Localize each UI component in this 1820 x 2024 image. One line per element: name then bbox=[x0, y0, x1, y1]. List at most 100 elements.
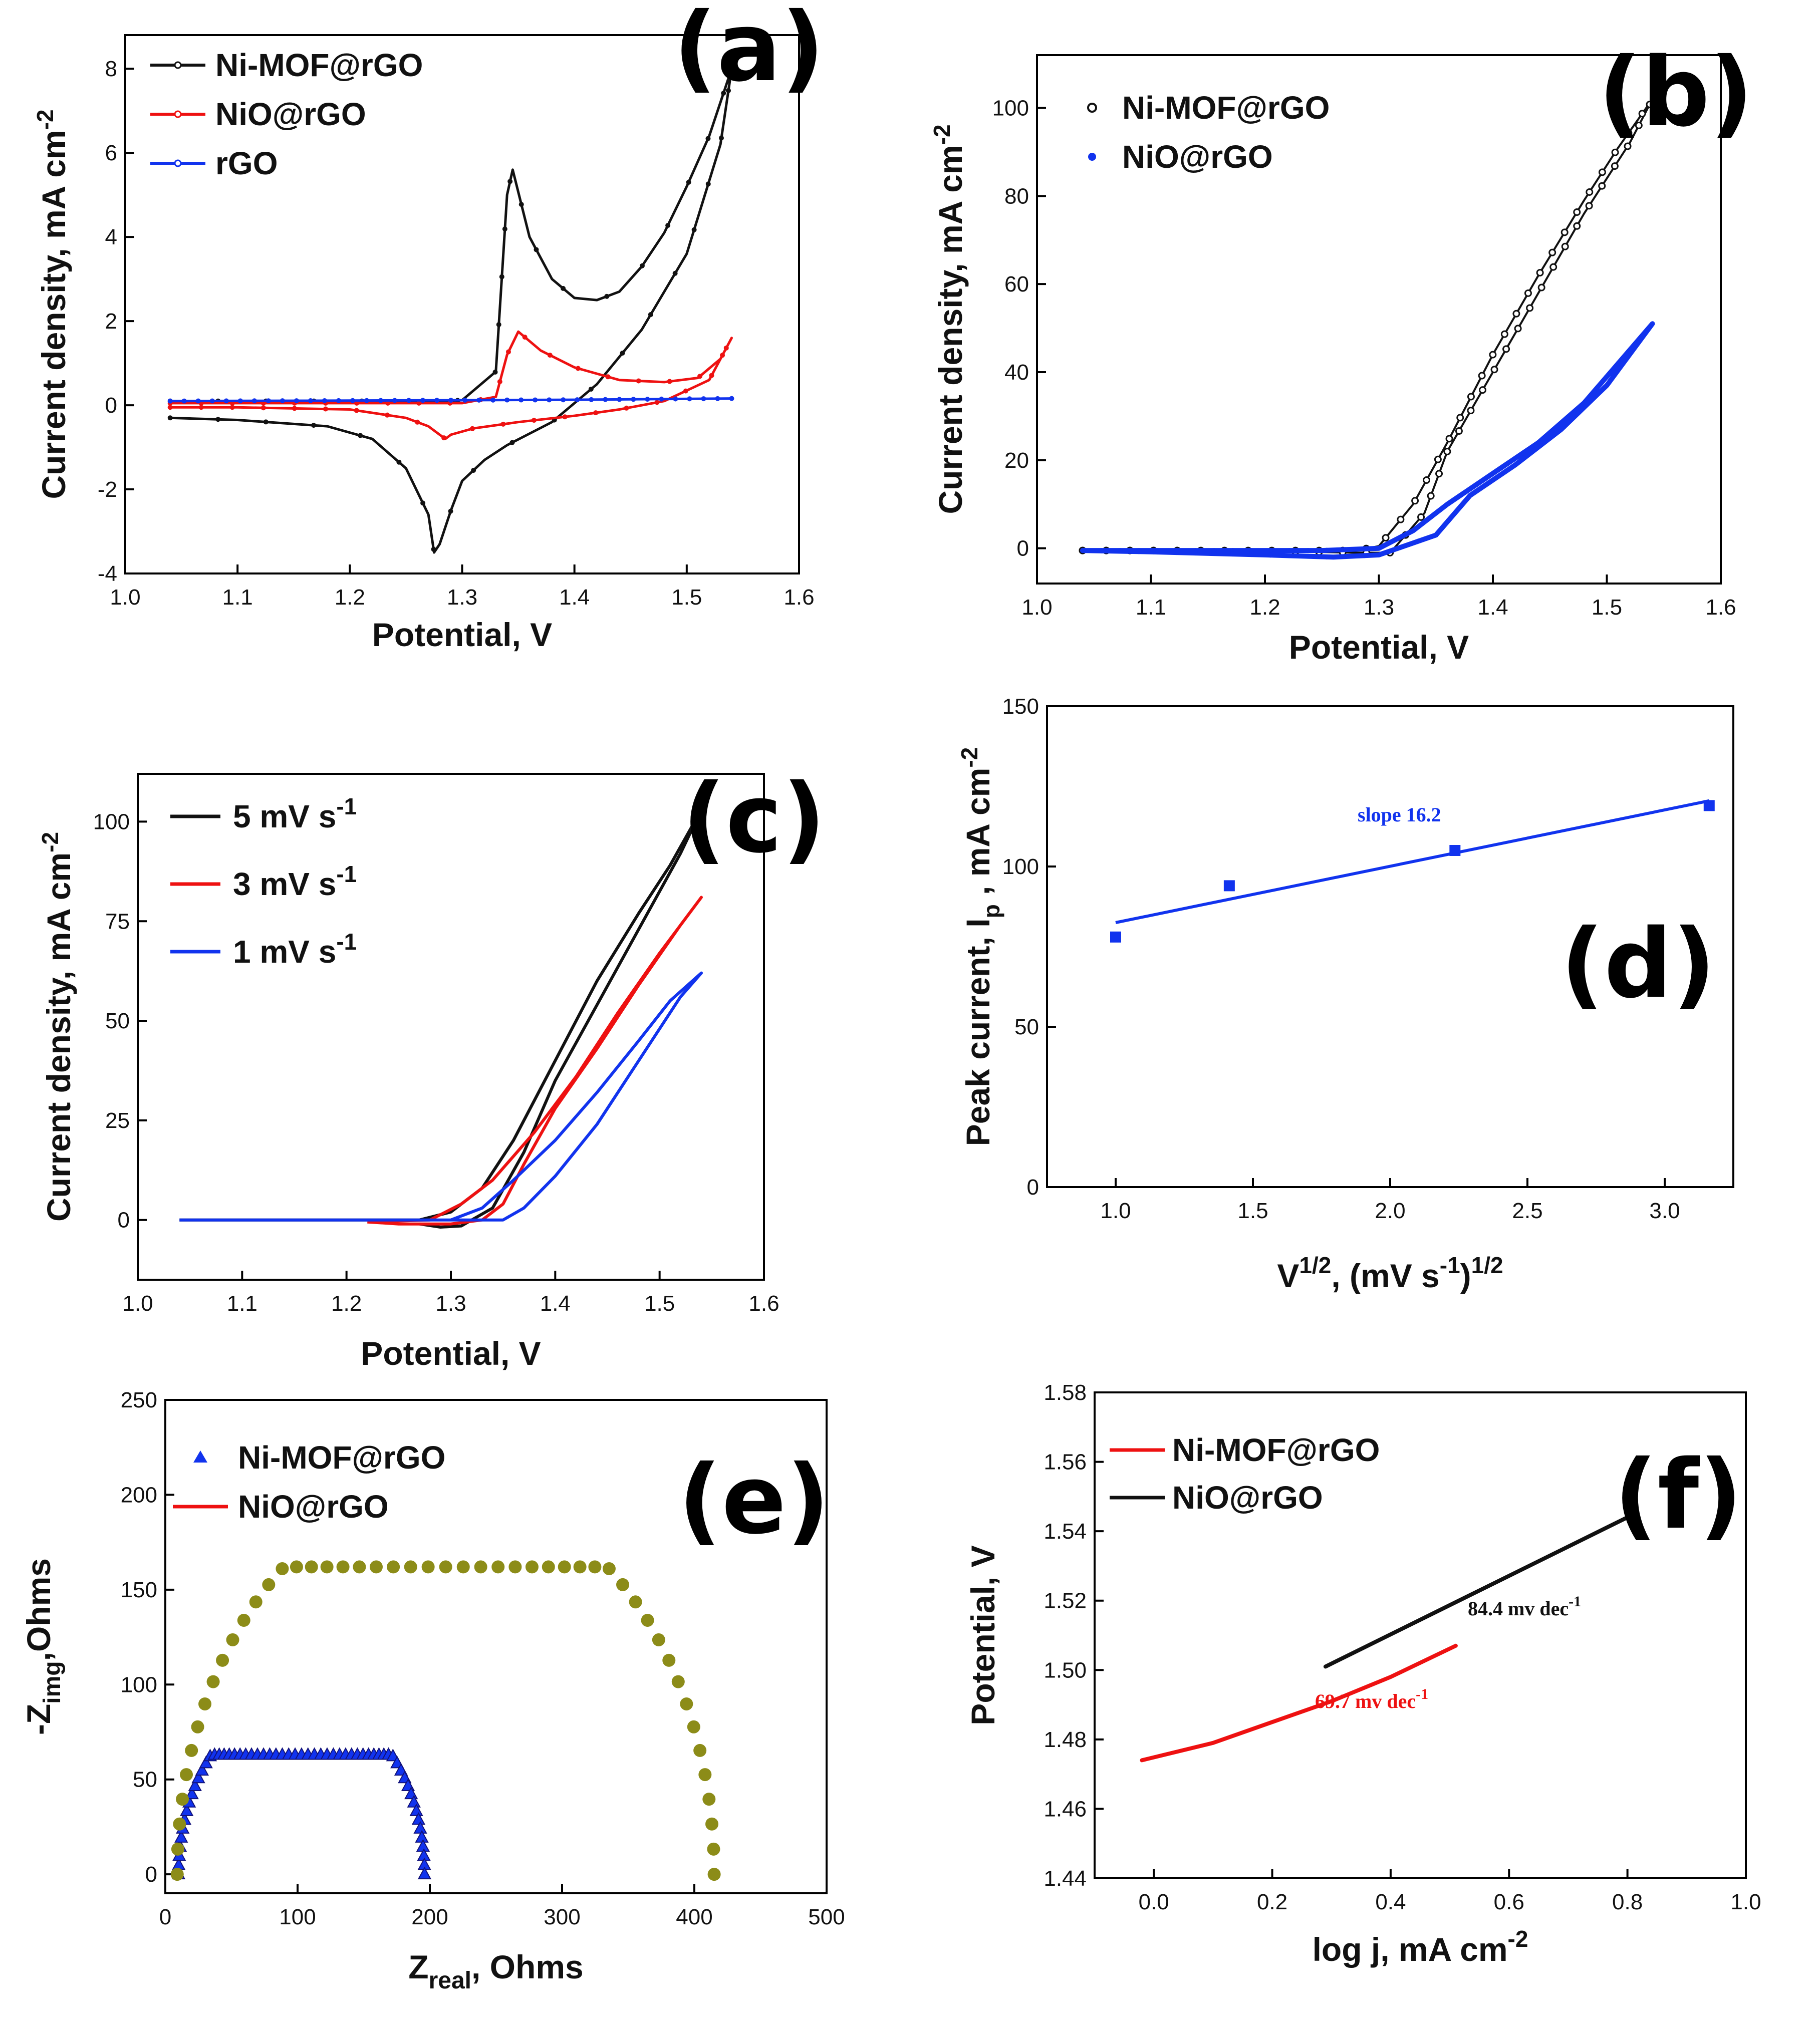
series-Ni-MOF@rGO-marker bbox=[1512, 310, 1520, 318]
y-tick-label: 1.50 bbox=[1044, 1658, 1087, 1682]
series-NiO@rGO-marker bbox=[562, 414, 568, 420]
y-tick-label: 2 bbox=[105, 309, 117, 334]
series-rGO-marker bbox=[617, 397, 622, 402]
series-rGO-marker bbox=[364, 398, 369, 403]
x-tick-label: 400 bbox=[676, 1905, 712, 1929]
y-tick-label: 1.54 bbox=[1044, 1519, 1087, 1544]
y-tick-label: 1.48 bbox=[1044, 1727, 1087, 1752]
y-tick-label: 0 bbox=[105, 393, 117, 418]
series-rGO-marker bbox=[378, 398, 383, 403]
series-Ni-MOF@rGO-marker bbox=[167, 415, 173, 421]
series-NiO@rGO-marker bbox=[1380, 543, 1385, 549]
series-NiO@rGO-marker bbox=[1640, 332, 1646, 338]
slope-annotation: 69.7 mv dec-1 bbox=[1315, 1686, 1428, 1712]
series-NiO@rGO-marker bbox=[1249, 548, 1254, 553]
data-point-NiO@rGO bbox=[421, 1560, 435, 1574]
series-Ni-MOF@rGO-marker bbox=[1455, 427, 1463, 435]
series-Ni-MOF@rGO-marker bbox=[496, 322, 501, 328]
series-NiO@rGO-marker bbox=[1505, 461, 1510, 466]
series-Ni-MOF@rGO-marker bbox=[561, 285, 566, 291]
x-tick-label: 1.4 bbox=[1477, 595, 1508, 620]
series-NiO@rGO-marker bbox=[1413, 526, 1419, 531]
series-NiO@rGO-marker bbox=[1343, 554, 1348, 559]
series-NiO@rGO-marker bbox=[505, 349, 511, 355]
series-rGO-marker bbox=[308, 398, 313, 404]
data-point-Ni-MOF@rGO bbox=[199, 1756, 213, 1769]
data-point-NiO@rGO bbox=[237, 1614, 250, 1627]
y-axis-title: Current density, mA cm-2 bbox=[37, 832, 77, 1222]
series-line-1 mV s-1 bbox=[179, 971, 703, 1222]
x-tick-label: 1.0 bbox=[1100, 1199, 1131, 1223]
data-point-NiO@rGO bbox=[616, 1578, 630, 1591]
data-point-NiO@rGO bbox=[474, 1560, 487, 1574]
series-Ni-MOF@rGO-marker bbox=[1445, 435, 1453, 443]
series-NiO@rGO-marker bbox=[1474, 482, 1479, 487]
series-NiO@rGO-marker bbox=[323, 406, 328, 412]
series-NiO@rGO-marker bbox=[292, 406, 297, 411]
series-Ni-MOF@rGO-marker bbox=[1397, 515, 1405, 523]
series-Ni-MOF@rGO-marker bbox=[1478, 372, 1486, 380]
data-point-Ni-MOF@rGO bbox=[174, 1830, 188, 1843]
series-NiO@rGO-marker bbox=[198, 405, 204, 410]
series-Ni-MOF@rGO-marker bbox=[1548, 248, 1556, 256]
series-Ni-MOF@rGO-marker bbox=[1500, 330, 1508, 338]
legend-entry: NiO@rGO bbox=[215, 96, 366, 132]
y-tick-label: 250 bbox=[121, 1388, 157, 1412]
series-NiO@rGO-marker bbox=[1589, 398, 1594, 403]
series-NiO@rGO-marker bbox=[1616, 360, 1621, 366]
series-Ni-MOF@rGO-marker bbox=[1411, 497, 1419, 505]
y-axis-title: Current density, mA cm-2 bbox=[929, 124, 969, 514]
series-NiO@rGO-marker bbox=[1305, 553, 1311, 559]
y-tick-label: 150 bbox=[1002, 694, 1039, 719]
series-NiO@rGO-marker bbox=[385, 400, 391, 406]
series-NiO@rGO-marker bbox=[354, 408, 359, 413]
y-tick-label: 100 bbox=[1002, 854, 1039, 879]
data-point-NiO@rGO bbox=[693, 1744, 707, 1757]
series-Ni-MOF@rGO-marker bbox=[1467, 407, 1475, 415]
series-line-rGO bbox=[170, 397, 732, 403]
x-tick-label: 200 bbox=[411, 1905, 448, 1929]
series-NiO@rGO-marker bbox=[624, 405, 629, 411]
y-tick-label: 40 bbox=[1004, 360, 1029, 385]
series-NiO@rGO-marker bbox=[1562, 424, 1567, 429]
legend-entry: Ni-MOF@rGO bbox=[238, 1439, 445, 1476]
series-NiO@rGO-marker bbox=[1517, 458, 1523, 464]
series-line-Ni-MOF@rGO bbox=[1140, 1643, 1458, 1763]
series-Ni-MOF@rGO-marker bbox=[588, 386, 594, 392]
x-axis-title: Zreal, Ohms bbox=[408, 1948, 583, 1994]
series-NiO@rGO-marker bbox=[470, 426, 475, 431]
series-Ni-MOF@rGO-marker bbox=[726, 88, 731, 93]
series-NiO@rGO-marker bbox=[1532, 447, 1537, 452]
y-tick-label: 1.46 bbox=[1044, 1797, 1087, 1821]
data-point-NiO@rGO bbox=[707, 1868, 721, 1881]
x-tick-label: 1.3 bbox=[1364, 595, 1394, 620]
x-tick-label: 2.0 bbox=[1375, 1199, 1405, 1223]
series-rGO-marker bbox=[280, 398, 285, 404]
series-NiO@rGO-marker bbox=[1306, 548, 1311, 553]
y-tick-label: 100 bbox=[992, 96, 1029, 121]
legend-marker bbox=[174, 61, 182, 69]
data-point-NiO@rGO bbox=[276, 1562, 289, 1575]
x-tick-label: 1.3 bbox=[435, 1291, 466, 1316]
data-point-NiO@rGO bbox=[629, 1595, 642, 1609]
series-rGO-marker bbox=[223, 398, 229, 404]
legend-entry: NiO@rGO bbox=[1172, 1480, 1323, 1516]
data-point-NiO@rGO bbox=[698, 1768, 712, 1782]
x-tick-label: 1.6 bbox=[784, 585, 814, 610]
x-tick-label: 0.2 bbox=[1257, 1890, 1287, 1914]
y-axis-title: -Zimg,Ohms bbox=[20, 1558, 66, 1735]
series-Ni-MOF@rGO-marker bbox=[1611, 162, 1619, 170]
data-point-Ni-MOF@rGO bbox=[195, 1763, 209, 1776]
series-rGO-marker bbox=[490, 397, 496, 403]
series-rGO-marker bbox=[181, 398, 187, 404]
series-NiO@rGO-marker bbox=[683, 388, 688, 394]
series-Ni-MOF@rGO-marker bbox=[215, 417, 221, 422]
series-NiO@rGO-marker bbox=[1397, 535, 1402, 540]
series-Ni-MOF@rGO-marker bbox=[665, 223, 671, 228]
series-rGO-marker bbox=[237, 398, 243, 404]
series-Ni-MOF@rGO-marker bbox=[507, 179, 513, 184]
series-rGO-marker bbox=[603, 397, 608, 402]
series-Ni-MOF@rGO-marker bbox=[1586, 188, 1594, 196]
data-point-NiO@rGO bbox=[542, 1560, 555, 1574]
